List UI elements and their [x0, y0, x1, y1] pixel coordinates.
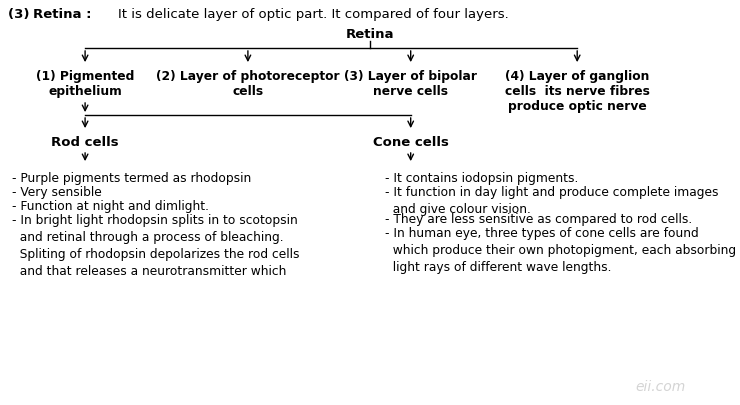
Text: - Function at night and dimlight.: - Function at night and dimlight.	[12, 200, 209, 213]
Text: - In human eye, three types of cone cells are found
  which produce their own ph: - In human eye, three types of cone cell…	[385, 227, 736, 274]
Text: Cone cells: Cone cells	[373, 136, 448, 149]
Text: Retina: Retina	[346, 28, 394, 41]
Text: - Very sensible: - Very sensible	[12, 186, 102, 199]
Text: It is delicate layer of optic part. It compared of four layers.: It is delicate layer of optic part. It c…	[118, 8, 509, 21]
Text: (1) Pigmented
epithelium: (1) Pigmented epithelium	[36, 70, 134, 98]
Text: (2) Layer of photoreceptor
cells: (2) Layer of photoreceptor cells	[156, 70, 340, 98]
Text: - It function in day light and produce complete images
  and give colour vision.: - It function in day light and produce c…	[385, 186, 719, 216]
Text: (3): (3)	[8, 8, 34, 21]
Text: - In bright light rhodopsin splits in to scotopsin
  and retinal through a proce: - In bright light rhodopsin splits in to…	[12, 214, 300, 278]
Text: - They are less sensitive as compared to rod cells.: - They are less sensitive as compared to…	[385, 213, 692, 226]
Text: Retina :: Retina :	[33, 8, 96, 21]
Text: eii.com: eii.com	[635, 380, 685, 394]
Text: (4) Layer of ganglion
cells  its nerve fibres
produce optic nerve: (4) Layer of ganglion cells its nerve fi…	[505, 70, 650, 113]
Text: - Purple pigments termed as rhodopsin: - Purple pigments termed as rhodopsin	[12, 172, 252, 185]
Text: (3) Layer of bipolar
nerve cells: (3) Layer of bipolar nerve cells	[344, 70, 477, 98]
Text: Rod cells: Rod cells	[51, 136, 119, 149]
Text: - It contains iodopsin pigments.: - It contains iodopsin pigments.	[385, 172, 579, 185]
